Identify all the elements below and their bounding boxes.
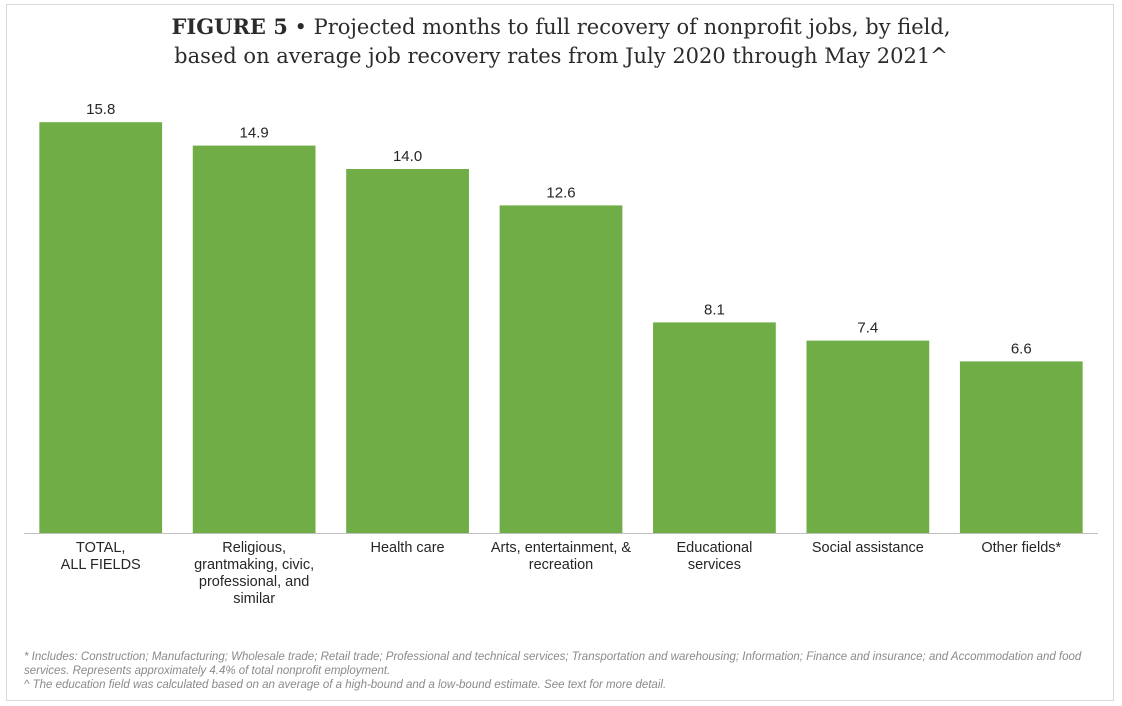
data-label: 7.4 [857, 320, 878, 337]
title-text-1: Projected months to full recovery of non… [313, 15, 951, 39]
bar [192, 145, 316, 533]
title-separator: • [294, 15, 307, 39]
data-label: 14.0 [393, 148, 422, 165]
title-line-1: FIGURE 5 • Projected months to full reco… [0, 12, 1122, 42]
bar [499, 205, 623, 533]
figure-title: FIGURE 5 • Projected months to full reco… [0, 12, 1122, 71]
footnote-caret: ^ The education field was calculated bas… [24, 679, 667, 691]
data-label: 12.6 [546, 184, 575, 201]
bar [346, 169, 469, 533]
data-label: 8.1 [704, 301, 725, 318]
data-label: 15.8 [86, 101, 115, 118]
bar [39, 122, 163, 533]
category-label: Religious, grantmaking, civic, professio… [194, 540, 315, 607]
category-label: Educational services [676, 540, 753, 573]
bar [653, 322, 776, 533]
category-label: Arts, entertainment, & recreation [490, 540, 632, 573]
category-label: Other fields* [981, 540, 1062, 556]
data-label: 6.6 [1011, 340, 1032, 357]
category-label: TOTAL, ALL FIELDS [60, 540, 141, 573]
category-label: Health care [370, 540, 445, 556]
footnote-asterisk: * Includes: Construction; Manufacturing;… [24, 651, 1082, 677]
footnotes: * Includes: Construction; Manufacturing;… [24, 650, 1104, 692]
category-label: Social assistance [811, 540, 924, 556]
figure-label: FIGURE 5 [171, 14, 288, 39]
data-label: 14.9 [240, 125, 269, 142]
bar [959, 361, 1083, 533]
bar [806, 340, 930, 533]
title-line-2: based on average job recovery rates from… [174, 44, 948, 68]
